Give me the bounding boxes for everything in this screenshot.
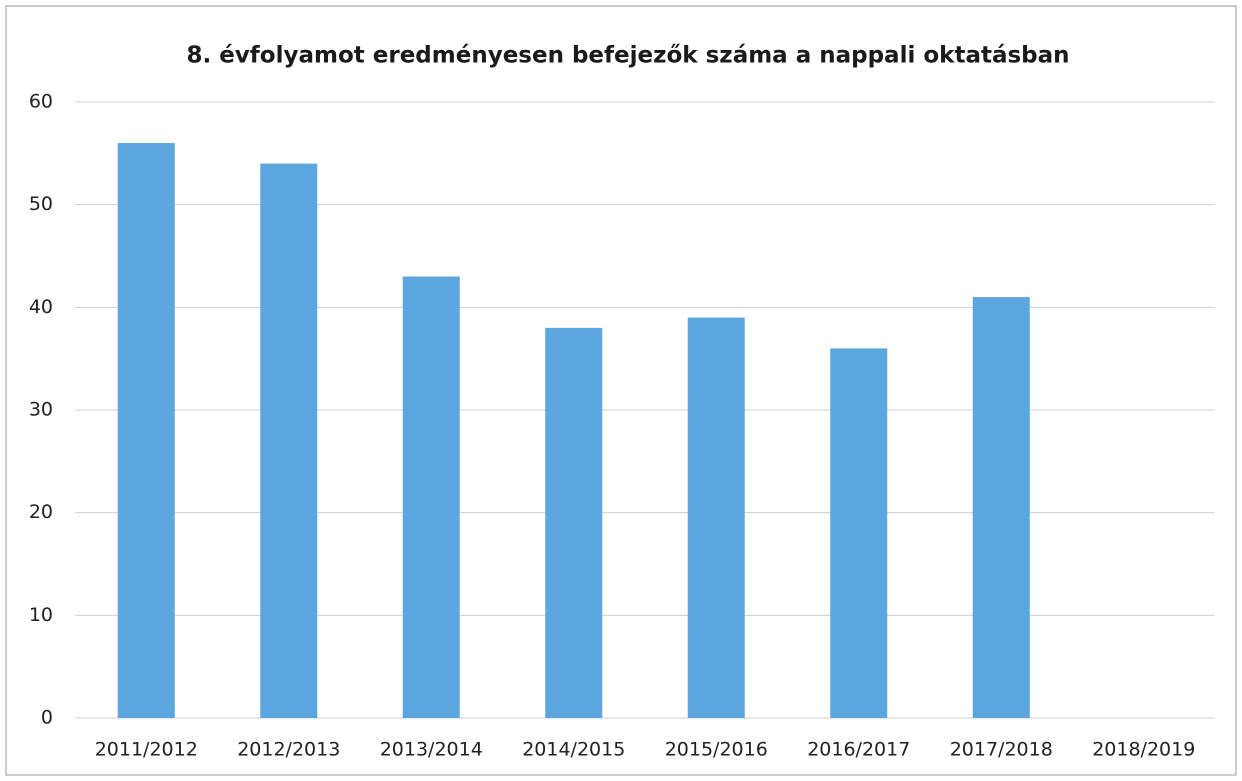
chart-frame	[5, 5, 1237, 776]
x-tick-label: 2018/2019	[1092, 739, 1195, 761]
y-tick-label: 60	[29, 91, 53, 113]
bar	[260, 163, 318, 719]
x-tick-label: 2012/2013	[237, 739, 340, 761]
bar	[545, 327, 603, 718]
x-tick-label: 2015/2016	[665, 739, 768, 761]
x-tick-label: 2014/2015	[522, 739, 625, 761]
y-tick-label: 40	[29, 296, 53, 318]
y-tick-label: 10	[29, 604, 53, 626]
chart-title: 8. évfolyamot eredményesen befejezők szá…	[186, 43, 1069, 69]
bar	[830, 348, 888, 718]
bar	[117, 143, 175, 719]
y-tick-label: 0	[41, 707, 53, 729]
x-tick-label: 2016/2017	[807, 739, 910, 761]
x-tick-label: 2017/2018	[950, 739, 1053, 761]
y-tick-label: 30	[29, 399, 53, 421]
bar	[402, 276, 460, 718]
x-tick-label: 2011/2012	[95, 739, 198, 761]
bar	[687, 317, 745, 718]
x-tick-label: 2013/2014	[380, 739, 483, 761]
bar	[972, 297, 1030, 718]
y-tick-label: 20	[29, 501, 53, 523]
y-tick-label: 50	[29, 193, 53, 215]
